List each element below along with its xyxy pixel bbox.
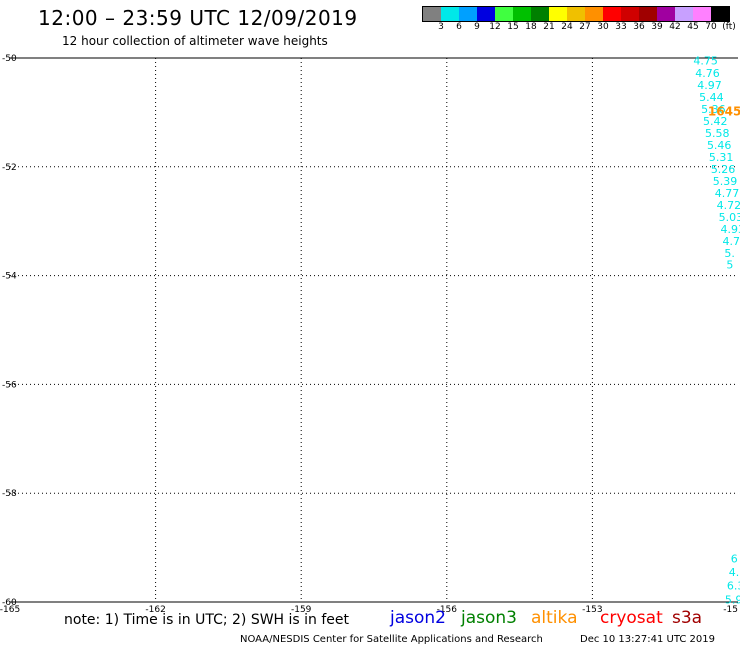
x-tick-label: -156 — [437, 605, 458, 615]
satellite-altika: altika — [531, 608, 578, 628]
satellite-s3a: s3a — [672, 608, 703, 628]
y-tick-label: -52 — [2, 163, 17, 173]
satellite-jason2: jason2 — [390, 608, 446, 628]
legend-label: 70 — [705, 22, 717, 32]
swh-data-label: 5.31 — [709, 151, 734, 164]
legend-swatch — [423, 7, 441, 21]
swh-data-label: 4.75 — [693, 55, 718, 68]
x-tick-label: -15 — [723, 605, 738, 615]
y-tick-label: -54 — [2, 272, 17, 282]
x-tick-label: -162 — [145, 605, 165, 615]
swh-data-label: 4. — [729, 566, 740, 579]
legend-label: (ft) — [722, 22, 736, 32]
swh-data-label: 4.76 — [695, 67, 720, 80]
legend-swatch — [603, 7, 621, 21]
color-legend-bar — [422, 6, 730, 22]
legend-swatch — [459, 7, 477, 21]
legend-swatch — [477, 7, 495, 21]
swh-data-label: 5.44 — [699, 91, 724, 104]
legend-label: 6 — [456, 22, 462, 32]
swh-data-label: 5.36 — [701, 103, 726, 116]
color-legend-labels: 3 6 9 12 15 18 21 24 27 30 33 36 39 42 45 70 (ft) — [422, 22, 740, 34]
swh-data-label: 4.72 — [717, 199, 740, 212]
swh-data-label: 4.7 — [722, 235, 740, 248]
satellite-cryosat: cryosat — [600, 608, 663, 628]
legend-label: 36 — [633, 22, 645, 32]
y-tick-label: -60 — [2, 598, 17, 608]
legend-swatch — [513, 7, 531, 21]
swh-data-label: 4.77 — [715, 187, 740, 200]
legend-label: 30 — [597, 22, 609, 32]
legend-label: 33 — [615, 22, 627, 32]
x-tick-label: -165 — [0, 605, 20, 615]
legend-label: 9 — [474, 22, 480, 32]
y-tick-label: -56 — [2, 380, 17, 390]
legend-swatch — [549, 7, 567, 21]
time-label: 1645 — [708, 104, 740, 118]
legend-swatch — [657, 7, 675, 21]
satellite-jason3: jason3 — [461, 608, 517, 628]
legend-swatch — [621, 7, 639, 21]
legend-swatch — [639, 7, 657, 21]
page-title: 12:00 – 23:59 UTC 12/09/2019 — [38, 6, 358, 30]
swh-data-label: 5.46 — [707, 139, 732, 152]
page-subtitle: 12 hour collection of altimeter wave hei… — [62, 34, 328, 48]
legend-label: 3 — [438, 22, 444, 32]
legend-swatch — [495, 7, 513, 21]
swh-data-label: 5.97 — [725, 593, 740, 606]
swh-data-label: 5.58 — [705, 127, 730, 140]
legend-swatch — [693, 7, 711, 21]
x-tick-label: -159 — [291, 605, 312, 615]
legend-label: 24 — [561, 22, 573, 32]
swh-data-label: 4.97 — [697, 79, 722, 92]
y-tick-label: -50 — [2, 54, 17, 64]
legend-label: 42 — [669, 22, 681, 32]
x-tick-label: -153 — [582, 605, 602, 615]
legend-label: 45 — [687, 22, 699, 32]
generation-timestamp: Dec 10 13:27:41 UTC 2019 — [580, 634, 715, 645]
swh-data-label: 4.93 — [721, 223, 740, 236]
swh-data-label: 5.26 — [711, 163, 736, 176]
legend-swatch — [567, 7, 585, 21]
legend-swatch — [675, 7, 693, 21]
legend-label: 39 — [651, 22, 663, 32]
swh-data-label: 5.39 — [713, 175, 738, 188]
legend-label: 21 — [543, 22, 555, 32]
swh-data-label: 5.42 — [703, 115, 728, 128]
swh-data-label: 6 — [731, 552, 738, 565]
legend-swatch — [441, 7, 459, 21]
legend-label: 12 — [489, 22, 501, 32]
legend-label: 27 — [579, 22, 591, 32]
legend-label: 18 — [525, 22, 537, 32]
swh-data-label: 5 — [726, 259, 733, 272]
legend-swatch — [585, 7, 603, 21]
legend-swatch — [531, 7, 549, 21]
y-tick-label: -58 — [2, 489, 17, 499]
swh-data-label: 5.03 — [719, 211, 740, 224]
legend-swatch — [711, 7, 729, 21]
credit-line: NOAA/NESDIS Center for Satellite Applica… — [240, 634, 543, 645]
footer-note: note: 1) Time is in UTC; 2) SWH is in fe… — [64, 612, 350, 628]
swh-data-label: 5. — [724, 247, 735, 260]
swh-data-label: 6.3 — [727, 580, 740, 593]
legend-label: 15 — [507, 22, 519, 32]
